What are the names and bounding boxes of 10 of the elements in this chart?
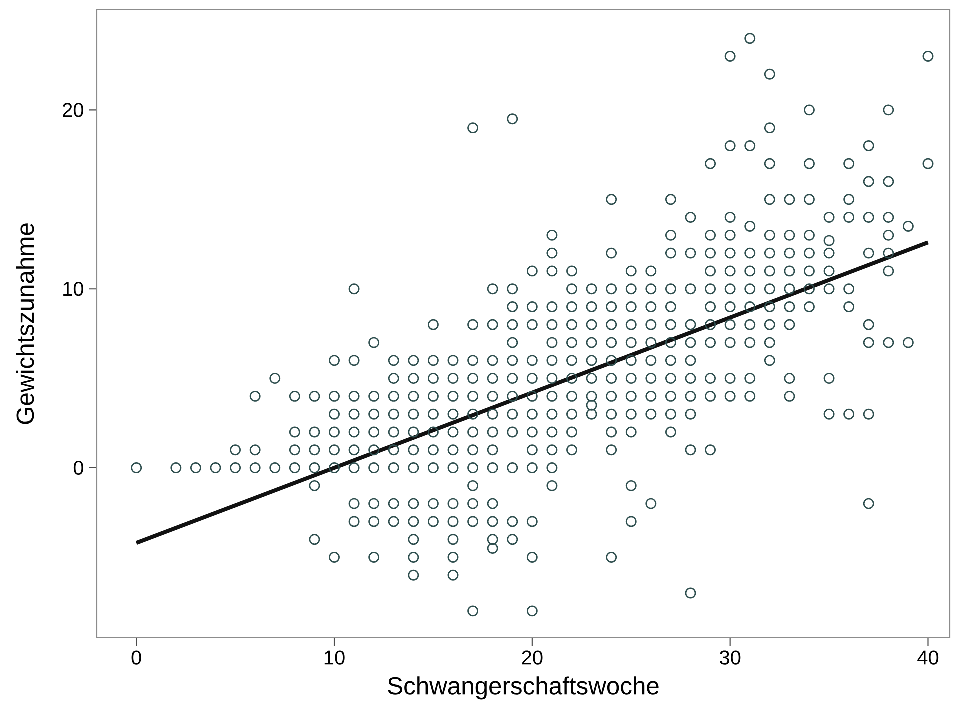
x-tick-label: 30 (720, 650, 741, 665)
y-tick-label: 10 (64, 282, 84, 296)
y-tick-label: 0 (74, 460, 84, 476)
x-tick-label: 10 (324, 650, 345, 665)
y-tick-label: 20 (63, 103, 84, 118)
x-tick-label: 0 (132, 650, 142, 665)
x-tick-label: 40 (918, 650, 939, 665)
x-tick-label: 20 (522, 650, 543, 665)
y-axis-title: Gewichtszunahme (16, 224, 34, 424)
x-axis-title: Schwangerschaftswoche (388, 676, 659, 700)
